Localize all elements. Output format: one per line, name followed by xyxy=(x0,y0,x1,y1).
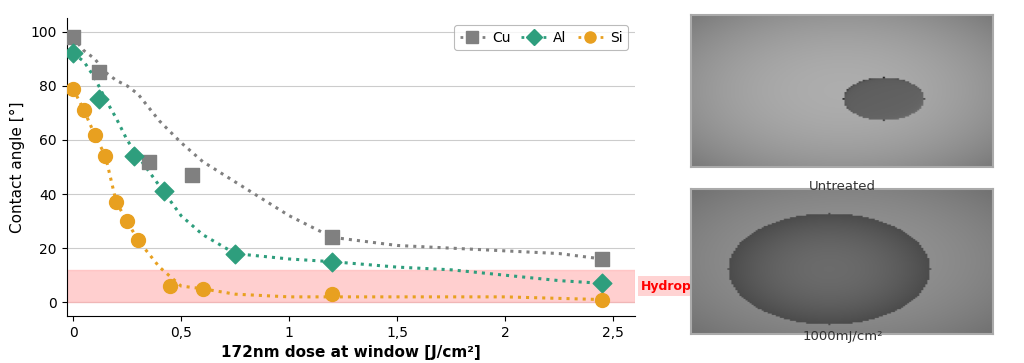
Point xyxy=(325,291,341,297)
Point xyxy=(97,153,114,159)
Point xyxy=(183,172,200,178)
Bar xyxy=(67,270,635,302)
Point xyxy=(91,69,108,75)
Point xyxy=(65,34,81,40)
Point xyxy=(65,50,81,56)
Text: 1000mJ/cm²: 1000mJ/cm² xyxy=(803,330,883,343)
Point xyxy=(594,256,610,262)
Point xyxy=(76,107,92,113)
Y-axis label: Contact angle [°]: Contact angle [°] xyxy=(10,101,25,233)
Point xyxy=(325,234,341,240)
Legend: Cu, Al, Si: Cu, Al, Si xyxy=(455,25,628,50)
Point xyxy=(125,153,141,159)
Point xyxy=(594,281,610,286)
Point xyxy=(227,251,244,257)
Point xyxy=(91,97,108,102)
Point xyxy=(594,297,610,302)
Point xyxy=(109,199,125,205)
Text: Hydrophilization: Hydrophilization xyxy=(641,280,757,293)
Point xyxy=(86,132,102,138)
Point xyxy=(130,237,146,243)
Text: Untreated: Untreated xyxy=(809,180,877,193)
Point xyxy=(162,283,178,289)
Point xyxy=(156,188,172,194)
Point xyxy=(195,286,211,291)
Point xyxy=(140,159,157,164)
Point xyxy=(325,259,341,265)
Point xyxy=(119,218,135,224)
X-axis label: 172nm dose at window [J/cm²]: 172nm dose at window [J/cm²] xyxy=(221,345,480,360)
Point xyxy=(65,86,81,91)
